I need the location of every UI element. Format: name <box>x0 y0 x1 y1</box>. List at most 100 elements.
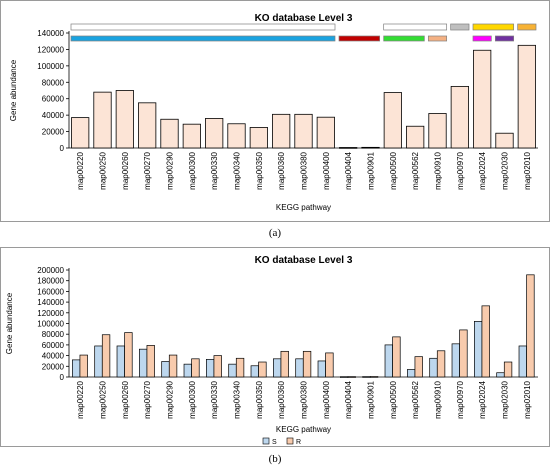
bar-r <box>392 336 401 378</box>
bar-s <box>407 369 416 378</box>
x-tick-label: map00404 <box>344 151 353 189</box>
bar-s <box>116 345 125 378</box>
category-group-bar <box>338 35 381 42</box>
bar-r <box>325 352 334 378</box>
bar-s <box>273 358 282 378</box>
bar-s <box>474 321 483 378</box>
bar <box>93 91 112 149</box>
bar <box>428 113 447 149</box>
bar-s <box>317 360 326 378</box>
x-tick-label: map00350 <box>255 151 264 189</box>
x-tick-label: map00901 <box>367 380 376 418</box>
y-tick-label: 80000 <box>42 78 65 87</box>
x-tick-label: map00290 <box>166 151 175 189</box>
bar <box>517 44 536 149</box>
x-tick-label: map00380 <box>300 380 309 418</box>
category-group-bar <box>472 23 515 31</box>
x-tick-label: map02010 <box>523 151 532 189</box>
bar <box>473 49 492 149</box>
bar <box>383 92 402 149</box>
y-tick-label: 60000 <box>42 95 65 104</box>
x-tick-label: map00404 <box>344 380 353 418</box>
legend-label-s: S <box>272 439 277 446</box>
y-tick-label: 200000 <box>37 266 64 275</box>
y-tick-label: 60000 <box>42 341 65 350</box>
bar-s <box>183 363 192 378</box>
bar-s <box>384 344 393 378</box>
bar-r <box>213 355 222 378</box>
x-tick-label: map00290 <box>166 380 175 418</box>
x-tick-label: map00330 <box>210 380 219 418</box>
x-tick-label: map00300 <box>188 380 197 418</box>
bar <box>272 113 291 149</box>
x-tick-label: map00910 <box>434 151 443 189</box>
y-tick-label: 0 <box>60 373 65 382</box>
bar <box>182 123 201 149</box>
y-tick-label: 100000 <box>37 62 64 71</box>
x-tick-label: map00970 <box>456 380 465 418</box>
x-tick-label: map00330 <box>210 151 219 189</box>
bar <box>450 85 469 149</box>
x-tick-label: map00910 <box>434 380 443 418</box>
x-tick-label: map00500 <box>389 151 398 189</box>
bar-r <box>235 357 245 378</box>
y-tick-label: 160000 <box>37 287 64 296</box>
category-group-bar <box>450 23 470 31</box>
bar-s <box>518 345 527 378</box>
x-tick-label: map00340 <box>233 380 242 418</box>
x-tick-label: map02024 <box>478 380 487 418</box>
bar-r <box>191 358 200 378</box>
bar-s <box>206 358 215 378</box>
bar-r <box>79 354 88 378</box>
category-group-bar <box>472 35 492 42</box>
bar-r <box>436 350 446 378</box>
y-tick-label: 120000 <box>37 45 64 54</box>
x-tick-label: map00380 <box>300 151 309 189</box>
bar-s <box>228 363 237 378</box>
bar <box>361 146 380 149</box>
category-group-bar <box>70 35 336 42</box>
bar <box>138 102 157 149</box>
x-tick-label: map00220 <box>76 380 85 418</box>
bar <box>71 117 90 149</box>
bar <box>406 125 425 149</box>
chart-title: KO database Level 3 <box>255 13 353 24</box>
bar-s <box>250 365 259 378</box>
y-tick-label: 20000 <box>42 128 65 137</box>
bar-s <box>496 372 505 378</box>
y-axis-label: Gene abundance <box>9 59 18 121</box>
x-tick-label: map02030 <box>501 151 510 189</box>
x-tick-label: map00562 <box>411 380 420 418</box>
x-tick-label: map00270 <box>143 380 152 418</box>
bar <box>249 127 268 149</box>
x-tick-label: map00250 <box>99 380 108 418</box>
bar <box>495 132 514 149</box>
legend-swatch-r <box>286 437 294 445</box>
bar <box>294 113 313 149</box>
x-tick-label: map00260 <box>121 380 130 418</box>
bar-r <box>258 361 267 378</box>
x-tick-label: map02010 <box>523 380 532 418</box>
bar-r <box>124 332 133 378</box>
panel-label-a: (a) <box>268 227 282 239</box>
bar-s <box>295 358 304 378</box>
bar-r <box>526 274 535 378</box>
bar-r <box>280 350 289 378</box>
x-tick-label: map00562 <box>411 151 420 189</box>
y-tick-label: 40000 <box>42 111 65 120</box>
bar <box>227 123 246 149</box>
bar-r <box>347 376 356 378</box>
x-tick-label: map00400 <box>322 380 331 418</box>
bar-r <box>101 334 111 378</box>
chart-title: KO database Level 3 <box>255 255 353 266</box>
legend-label-r: R <box>296 439 301 446</box>
x-tick-label: map00500 <box>389 380 398 418</box>
x-axis-label: KEGG pathway <box>276 425 331 434</box>
y-tick-label: 140000 <box>37 298 64 307</box>
x-tick-label: map00360 <box>277 380 286 418</box>
bar <box>316 116 335 149</box>
bar <box>115 90 134 149</box>
bar-r <box>168 354 178 378</box>
category-group-bar <box>70 23 336 31</box>
